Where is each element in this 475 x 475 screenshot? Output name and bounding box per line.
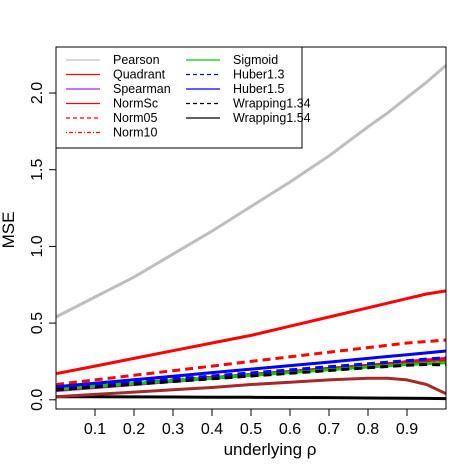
x-tick-label: 0.9 [396,421,418,438]
series-line-huber1-5 [55,349,447,389]
legend-entry: Quadrant [113,68,166,82]
legend-entry: Wrapping1.54 [233,111,311,125]
series-line-wrapping1-34 [55,363,447,392]
plot-lines [55,64,447,401]
y-tick-label: 0.0 [29,389,46,411]
x-tick-label: 0.7 [318,421,340,438]
legend: PearsonQuadrantSpearmanNormScNorm05Norm1… [55,46,311,149]
series-line-wrapping1-54 [56,395,447,401]
legend-entry: Norm05 [113,111,158,125]
x-tick-label: 0.8 [357,421,379,438]
legend-entry: Huber1.5 [233,82,284,96]
x-tick-label: 0.1 [84,421,106,438]
y-tick-label: 1.5 [29,158,46,180]
legend-box [55,46,303,149]
y-tick-label: 0.5 [29,312,46,334]
series-line-pearson [55,64,447,319]
x-tick-label: 0.3 [162,421,184,438]
x-tick-label: 0.5 [240,421,262,438]
legend-entry: NormSc [113,97,158,111]
legend-entry: Wrapping1.34 [233,97,311,111]
legend-entry: Sigmoid [233,53,278,67]
x-tick-label: 0.6 [279,421,301,438]
series-line-norm05 [55,338,447,386]
legend-entry: Norm10 [113,126,158,140]
y-axis-label: MSE [0,212,18,249]
series-line-quadrant [55,289,447,376]
legend-entry: Spearman [113,82,171,96]
legend-entry: Pearson [113,53,160,67]
y-tick-label: 2.0 [29,82,46,104]
x-tick-label: 0.4 [201,421,223,438]
x-tick-label: 0.2 [123,421,145,438]
series-line-huber1-3 [55,356,447,390]
legend-entry: Huber1.3 [233,68,284,82]
y-tick-label: 1.0 [29,235,46,257]
x-axis-label: underlying ρ [224,440,317,459]
series-line-unlabeled-11 [55,376,447,399]
